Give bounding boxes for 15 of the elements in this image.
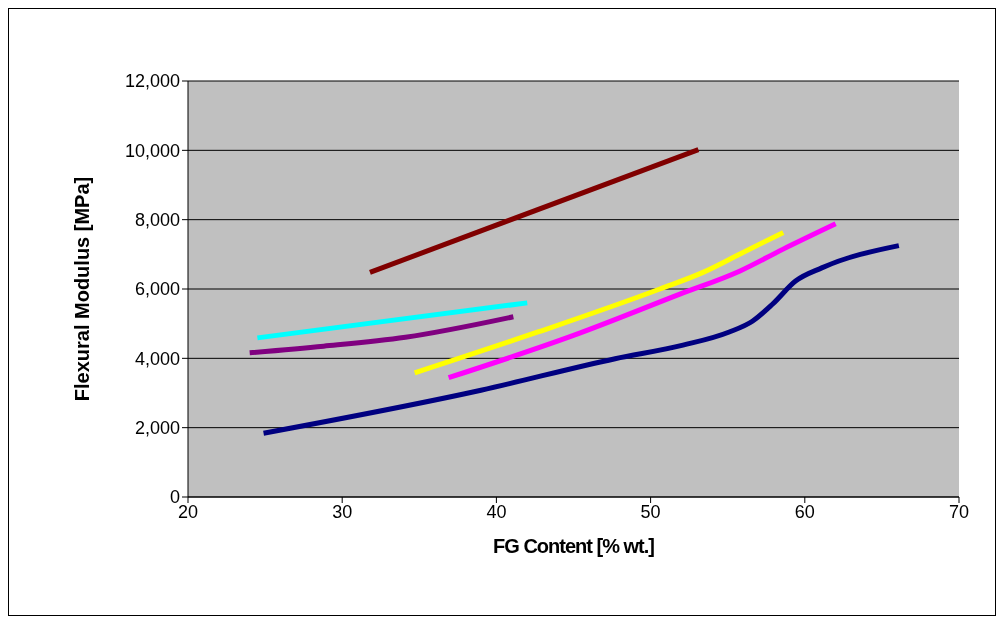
- x-tick-label: 50: [640, 501, 661, 522]
- x-tick-label: 60: [794, 501, 815, 522]
- x-tick-label: 20: [177, 501, 199, 522]
- x-tick-label: 40: [486, 501, 507, 522]
- x-tick-label: 30: [332, 501, 353, 522]
- y-tick-label: 6,000: [134, 279, 180, 300]
- x-tick-label: 70: [948, 501, 970, 522]
- y-tick-label: 0: [169, 487, 180, 508]
- x-axis-title: FG Content [% wt.]: [493, 535, 655, 557]
- y-axis-title: Flexural Modulus [MPa]: [71, 176, 94, 402]
- y-tick-label: 2,000: [134, 418, 180, 439]
- y-tick-label: 12,000: [124, 71, 180, 92]
- y-tick-label: 4,000: [134, 348, 180, 369]
- y-tick-label: 8,000: [134, 210, 180, 231]
- y-tick-label: 10,000: [124, 140, 180, 161]
